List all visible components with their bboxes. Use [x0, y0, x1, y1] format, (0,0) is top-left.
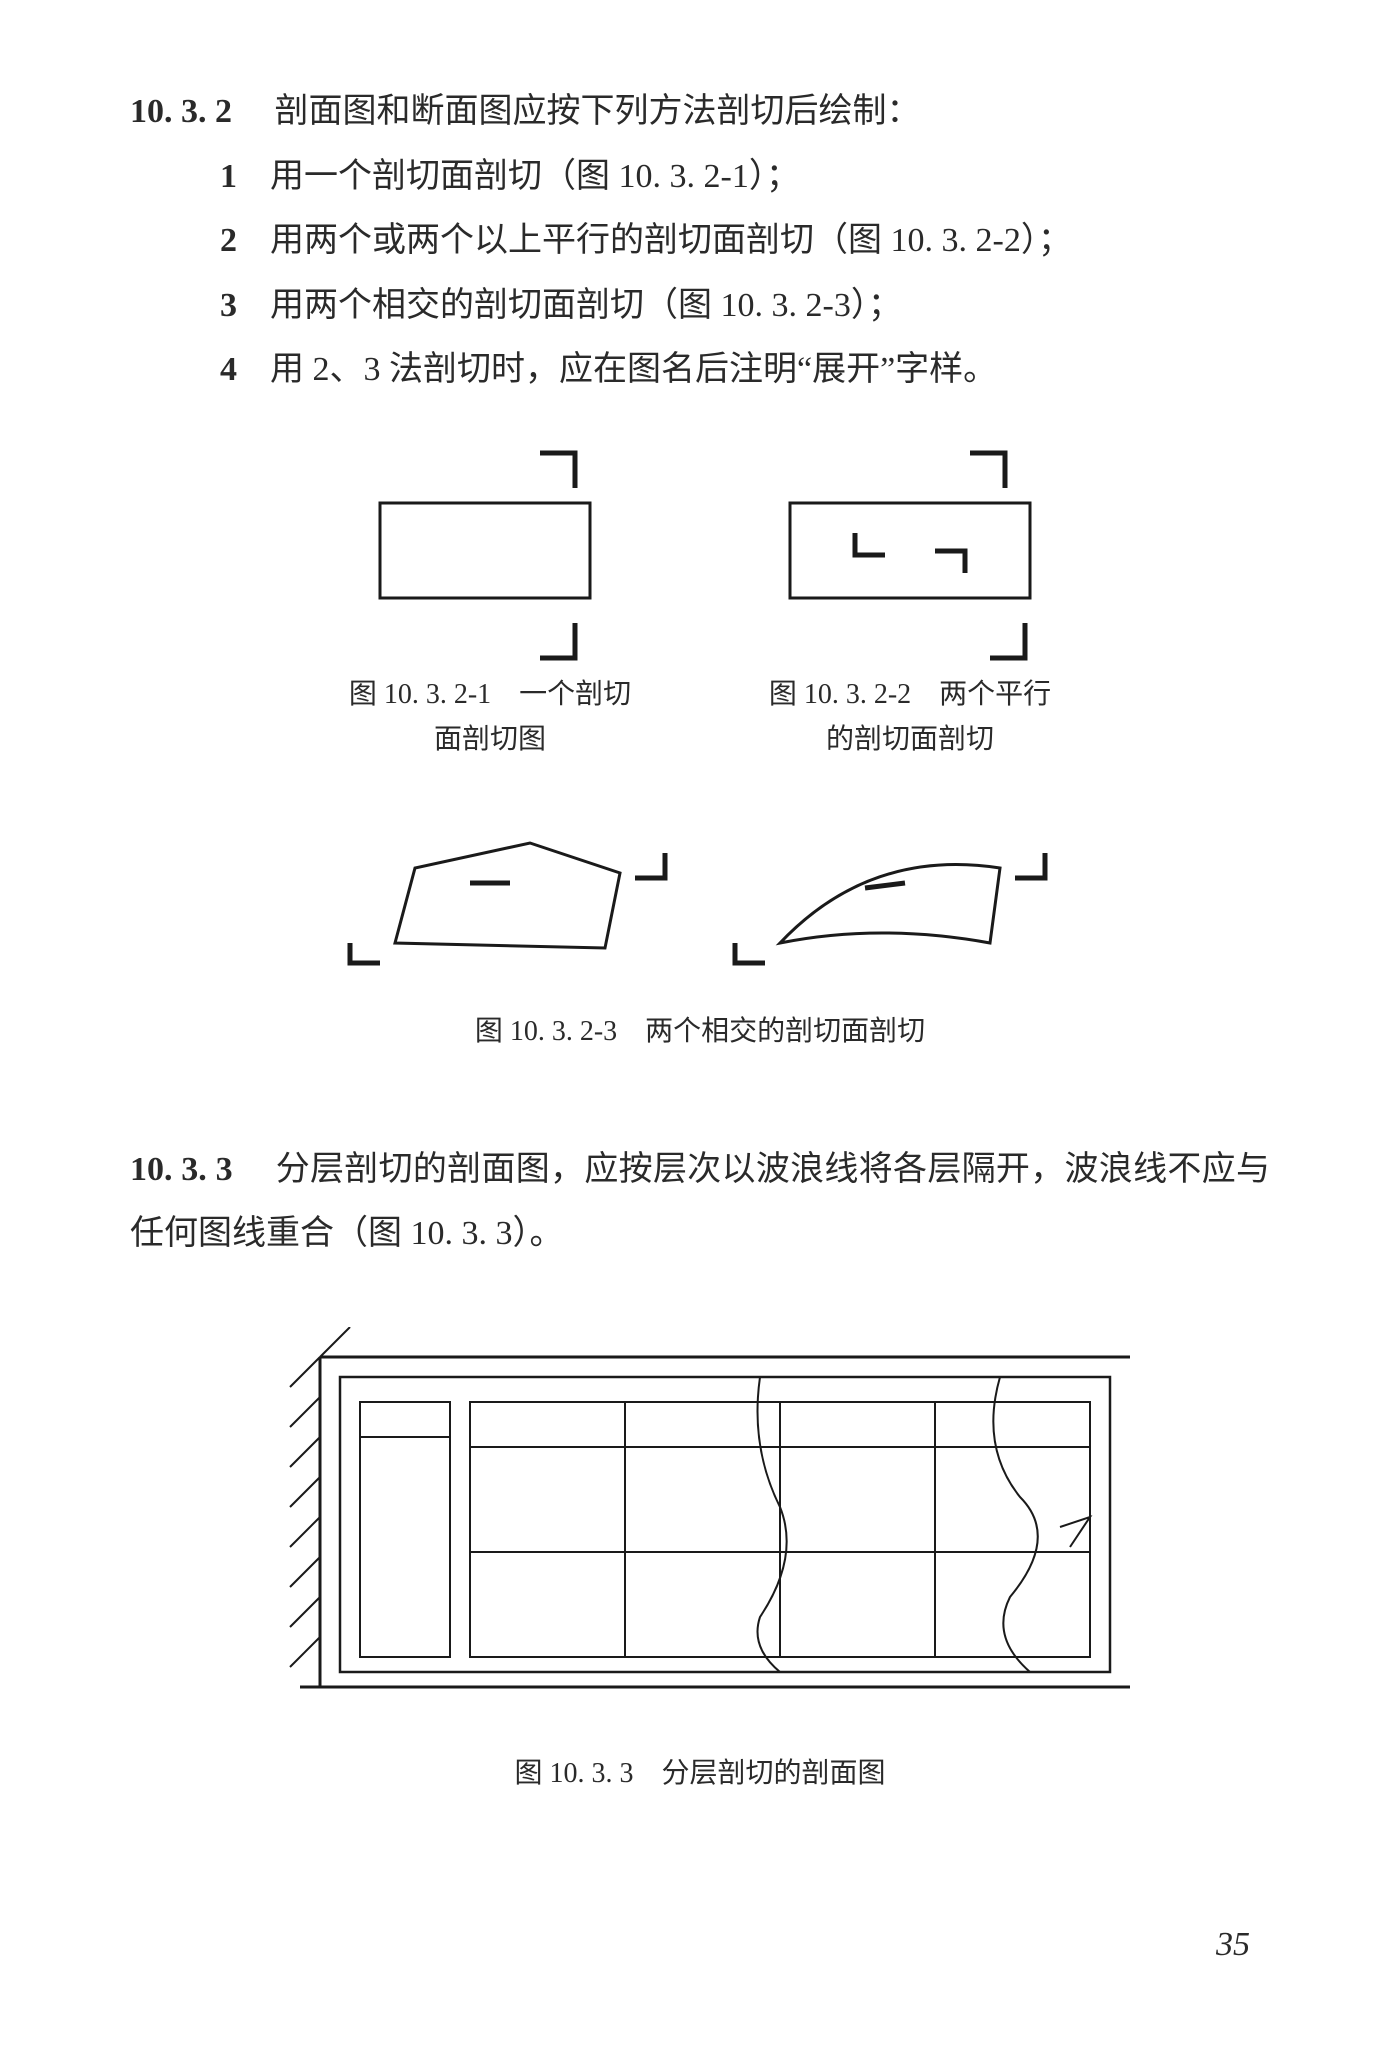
figures-row-2: 图 10. 3. 2-3 两个相交的剖切面剖切	[130, 813, 1270, 1058]
list-item-3: 3 用两个相交的剖切面剖切（图 10. 3. 2-3）；	[130, 274, 1270, 339]
figure-10-3-3: 图 10. 3. 3 分层剖切的剖面图	[260, 1327, 1140, 1800]
list-num: 4	[220, 338, 270, 403]
list-num: 1	[220, 145, 270, 210]
list-item-1: 1 用一个剖切面剖切（图 10. 3. 2-1）；	[130, 145, 1270, 210]
figure-10-3-3-wrap: 图 10. 3. 3 分层剖切的剖面图	[130, 1327, 1270, 1800]
page-number: 35	[1216, 1913, 1250, 1978]
figure-10-3-2-1: 图 10. 3. 2-1 一个剖切 面剖切图	[340, 433, 640, 763]
caption-line: 的剖切面剖切	[826, 724, 994, 755]
diagram-single-cut	[340, 433, 640, 663]
figure-caption: 图 10. 3. 2-1 一个剖切 面剖切图	[349, 673, 631, 763]
list-text: 用两个或两个以上平行的剖切面剖切（图 10. 3. 2-2）；	[270, 209, 1270, 274]
figure-10-3-2-2: 图 10. 3. 2-2 两个平行 的剖切面剖切	[760, 433, 1060, 763]
list-text: 用 2、3 法剖切时，应在图名后注明“展开”字样。	[270, 338, 1270, 403]
figure-10-3-2-3: 图 10. 3. 2-3 两个相交的剖切面剖切	[310, 813, 1090, 1058]
diagram-layered-cut	[260, 1327, 1140, 1717]
section-10-3-2: 10. 3. 2 剖面图和断面图应按下列方法剖切后绘制：	[130, 80, 1270, 145]
section-number: 10. 3. 2	[130, 93, 232, 130]
list-item-2: 2 用两个或两个以上平行的剖切面剖切（图 10. 3. 2-2）；	[130, 209, 1270, 274]
section-title-content: 剖面图和断面图应按下列方法剖切后绘制：	[275, 93, 921, 130]
section-10-3-3: 10. 3. 3 分层剖切的剖面图，应按层次以波浪线将各层隔开，波浪线不应与任何…	[130, 1138, 1270, 1267]
section-text: 分层剖切的剖面图，应按层次以波浪线将各层隔开，波浪线不应与任何图线重合（图 10…	[130, 1151, 1270, 1253]
list-text: 用两个相交的剖切面剖切（图 10. 3. 2-3）；	[270, 274, 1270, 339]
caption-line: 面剖切图	[434, 724, 546, 755]
list-num: 3	[220, 274, 270, 339]
section-title-text	[241, 93, 275, 130]
page: 10. 3. 2 剖面图和断面图应按下列方法剖切后绘制： 1 用一个剖切面剖切（…	[0, 0, 1400, 2048]
list-item-4: 4 用 2、3 法剖切时，应在图名后注明“展开”字样。	[130, 338, 1270, 403]
spacer	[241, 1151, 275, 1188]
caption-line: 图 10. 3. 2-1 一个剖切	[349, 679, 631, 710]
figure-caption: 图 10. 3. 2-3 两个相交的剖切面剖切	[475, 1005, 925, 1058]
list-text: 用一个剖切面剖切（图 10. 3. 2-1）；	[270, 145, 1270, 210]
section-number: 10. 3. 3	[130, 1151, 233, 1188]
figures-row-1: 图 10. 3. 2-1 一个剖切 面剖切图 图 10.	[130, 433, 1270, 763]
figure-caption: 图 10. 3. 3 分层剖切的剖面图	[514, 1747, 885, 1800]
diagram-parallel-cut	[760, 433, 1060, 663]
list-num: 2	[220, 209, 270, 274]
diagram-intersecting-cut	[310, 813, 1090, 993]
caption-line: 图 10. 3. 2-2 两个平行	[769, 679, 1051, 710]
figure-caption: 图 10. 3. 2-2 两个平行 的剖切面剖切	[769, 673, 1051, 763]
